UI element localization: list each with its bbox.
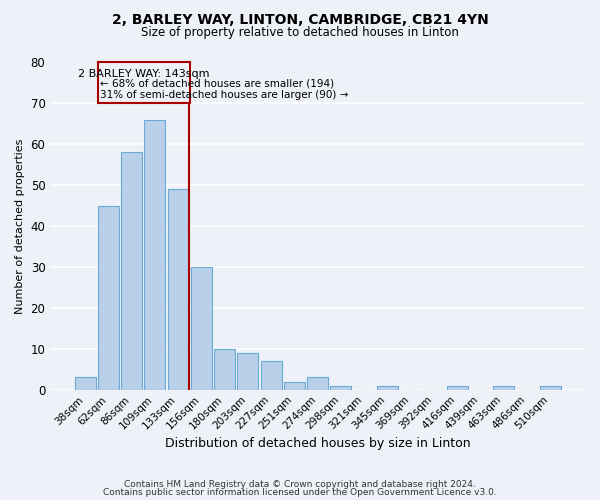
Bar [121,152,142,390]
Text: 31% of semi-detached houses are larger (90) →: 31% of semi-detached houses are larger (… [100,90,349,101]
Bar [238,353,259,390]
X-axis label: Distribution of detached houses by size in Linton: Distribution of detached houses by size … [165,437,470,450]
Text: ← 68% of detached houses are smaller (194): ← 68% of detached houses are smaller (19… [100,79,334,89]
FancyBboxPatch shape [98,62,190,104]
Text: Contains public sector information licensed under the Open Government Licence v3: Contains public sector information licen… [103,488,497,497]
Text: Size of property relative to detached houses in Linton: Size of property relative to detached ho… [141,26,459,39]
Bar [377,386,398,390]
Bar [447,386,467,390]
Text: Contains HM Land Registry data © Crown copyright and database right 2024.: Contains HM Land Registry data © Crown c… [124,480,476,489]
Bar [260,361,281,390]
Bar [307,378,328,390]
Bar [493,386,514,390]
Text: 2 BARLEY WAY: 143sqm: 2 BARLEY WAY: 143sqm [78,68,209,78]
Bar [145,120,166,390]
Bar [284,382,305,390]
Bar [191,267,212,390]
Bar [167,190,188,390]
Y-axis label: Number of detached properties: Number of detached properties [15,138,25,314]
Bar [74,378,95,390]
Bar [98,206,119,390]
Text: 2, BARLEY WAY, LINTON, CAMBRIDGE, CB21 4YN: 2, BARLEY WAY, LINTON, CAMBRIDGE, CB21 4… [112,12,488,26]
Bar [214,349,235,390]
Bar [540,386,560,390]
Bar [331,386,352,390]
